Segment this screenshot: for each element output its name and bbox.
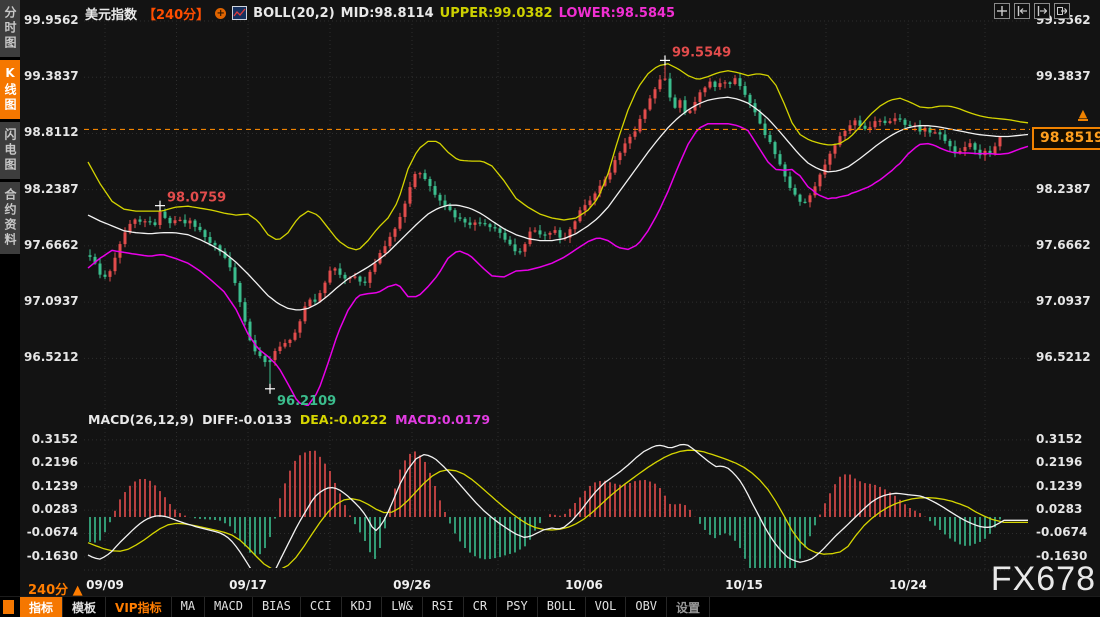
toolbar-item-RSI[interactable]: RSI bbox=[423, 597, 464, 617]
macd-header: MACD(26,12,9) DIFF:-0.0133 DEA:-0.0222 M… bbox=[88, 412, 490, 427]
boll-lower-value: LOWER:98.5845 bbox=[559, 6, 676, 21]
current-price-tag: 98.8519 bbox=[1032, 127, 1100, 150]
macd-axis-label-right: 0.2196 bbox=[1036, 455, 1082, 469]
macd-axis-label-right: -0.0674 bbox=[1036, 525, 1087, 539]
macd-axis-label-left: 0.0283 bbox=[24, 502, 78, 516]
macd-axis-label-left: -0.0674 bbox=[24, 525, 78, 539]
price-axis-label-left: 99.3837 bbox=[24, 69, 78, 83]
sidebar-tab-闪电图[interactable]: 闪电图 bbox=[0, 122, 20, 179]
chart-header: 美元指数【240分】 + BOLL(20,2) MID:98.8114 UPPE… bbox=[85, 4, 675, 22]
price-axis-label-right: 98.2387 bbox=[1036, 182, 1091, 196]
fx678-watermark: FX678 bbox=[991, 560, 1096, 599]
export-icon[interactable] bbox=[1054, 3, 1070, 19]
chart-thumbnail-icon bbox=[232, 6, 247, 20]
toolbar-accent-icon bbox=[3, 600, 14, 614]
macd-axis-label-right: 0.0283 bbox=[1036, 502, 1082, 516]
crosshair-tool-icon[interactable] bbox=[994, 3, 1010, 19]
macd-dea-value: DEA:-0.0222 bbox=[300, 412, 387, 427]
toolbar-item-模板[interactable]: 模板 bbox=[63, 597, 106, 617]
macd-axis-label-left: -0.1630 bbox=[24, 549, 78, 563]
toolbar-item-指标[interactable]: 指标 bbox=[20, 597, 63, 617]
toolbar-item-OBV[interactable]: OBV bbox=[626, 597, 667, 617]
toolbar-item-设置[interactable]: 设置 bbox=[667, 597, 710, 617]
x-axis-tick-label: 10/15 bbox=[725, 578, 763, 592]
symbol-title: 美元指数 bbox=[85, 4, 137, 23]
x-axis-tick-label: 09/17 bbox=[229, 578, 267, 592]
price-axis-label-left: 99.9562 bbox=[24, 13, 78, 27]
chart-type-sidebar: 分时图 K线图闪电图合约资料 bbox=[0, 0, 20, 597]
macd-title[interactable]: MACD(26,12,9) bbox=[88, 412, 194, 427]
extreme-price-annotation: 96.2109 bbox=[277, 394, 336, 409]
chart-application-window: 分时图 K线图闪电图合约资料 美元指数【240分】 + BOLL(20,2) MI… bbox=[0, 0, 1100, 617]
price-axis-label-right: 97.6662 bbox=[1036, 238, 1091, 252]
boll-mid-value: MID:98.8114 bbox=[341, 6, 434, 21]
x-axis-tick-label: 09/26 bbox=[393, 578, 431, 592]
toolbar-item-BOLL[interactable]: BOLL bbox=[538, 597, 586, 617]
toolbar-item-KDJ[interactable]: KDJ bbox=[342, 597, 383, 617]
sidebar-tab-分时图[interactable]: 分时图 bbox=[0, 0, 20, 57]
toolbar-item-PSY[interactable]: PSY bbox=[497, 597, 538, 617]
toolbar-item-BIAS[interactable]: BIAS bbox=[253, 597, 301, 617]
indicator-toolbar: 指标模板VIP指标MAMACDBIASCCIKDJLW&RSICRPSYBOLL… bbox=[0, 596, 1100, 617]
price-axis-label-left: 96.5212 bbox=[24, 350, 78, 364]
macd-bar-value: MACD:0.0179 bbox=[395, 412, 490, 427]
toolbar-item-LW&[interactable]: LW& bbox=[382, 597, 423, 617]
boll-settings-label[interactable]: BOLL(20,2) bbox=[253, 6, 335, 21]
price-axis-label-right: 96.5212 bbox=[1036, 350, 1091, 364]
macd-axis-label-right: -0.1630 bbox=[1036, 549, 1087, 563]
toolbar-item-VOL[interactable]: VOL bbox=[586, 597, 627, 617]
price-axis-label-left: 97.0937 bbox=[24, 294, 78, 308]
boll-upper-value: UPPER:99.0382 bbox=[440, 6, 553, 21]
x-axis-tick-label: 09/09 bbox=[86, 578, 124, 592]
x-axis-tick-label: 10/24 bbox=[889, 578, 927, 592]
window-controls bbox=[994, 3, 1070, 19]
x-axis-tick-label: 10/06 bbox=[565, 578, 603, 592]
macd-axis-label-right: 0.1239 bbox=[1036, 479, 1082, 493]
price-axis-label-left: 98.8112 bbox=[24, 125, 78, 139]
macd-axis-label-left: 0.3152 bbox=[24, 432, 78, 446]
macd-axis-label-left: 0.1239 bbox=[24, 479, 78, 493]
price-axis-label-right: 99.3837 bbox=[1036, 69, 1091, 83]
extreme-price-annotation: 98.0759 bbox=[167, 191, 226, 206]
price-axis-label-right: 97.0937 bbox=[1036, 294, 1091, 308]
chart-canvas[interactable]: 98.0759 99.5549 96.2109 bbox=[0, 0, 1100, 597]
price-up-arrow-icon: ▲ bbox=[1078, 109, 1088, 121]
period-label: 【240分】 bbox=[143, 4, 209, 23]
toolbar-item-CR[interactable]: CR bbox=[464, 597, 497, 617]
sidebar-tab-合约资料[interactable]: 合约资料 bbox=[0, 182, 20, 254]
price-axis-label-left: 97.6662 bbox=[24, 238, 78, 252]
pan-left-icon[interactable] bbox=[1014, 3, 1030, 19]
toolbar-item-VIP指标[interactable]: VIP指标 bbox=[106, 597, 172, 617]
extreme-price-annotation: 99.5549 bbox=[672, 45, 731, 60]
pan-right-icon[interactable] bbox=[1034, 3, 1050, 19]
macd-axis-label-left: 0.2196 bbox=[24, 455, 78, 469]
add-indicator-icon[interactable]: + bbox=[215, 8, 226, 19]
toolbar-item-MA[interactable]: MA bbox=[172, 597, 205, 617]
sidebar-tab-K线图[interactable]: K线图 bbox=[0, 60, 20, 119]
macd-axis-label-right: 0.3152 bbox=[1036, 432, 1082, 446]
macd-diff-value: DIFF:-0.0133 bbox=[202, 412, 292, 427]
toolbar-item-MACD[interactable]: MACD bbox=[205, 597, 253, 617]
price-axis-label-left: 98.2387 bbox=[24, 182, 78, 196]
toolbar-item-CCI[interactable]: CCI bbox=[301, 597, 342, 617]
